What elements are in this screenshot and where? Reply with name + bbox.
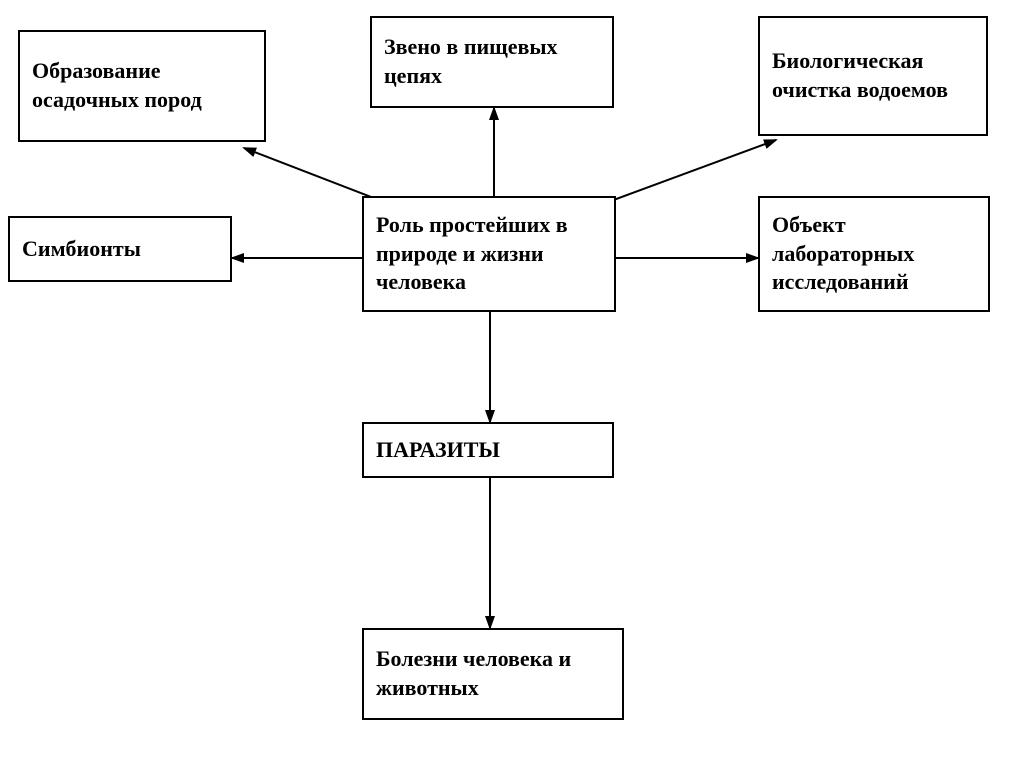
- edge-center-purify: [600, 140, 776, 205]
- node-sediments: Образование осадочных пород: [18, 30, 266, 142]
- node-parasites: ПАРАЗИТЫ: [362, 422, 614, 478]
- node-diseases: Болезни человека и животных: [362, 628, 624, 720]
- node-symbionts: Симбионты: [8, 216, 232, 282]
- node-center: Роль простейших в природе и жизни челове…: [362, 196, 616, 312]
- node-purify: Биологическая очистка водоемов: [758, 16, 988, 136]
- node-research: Объект лабораторных исследований: [758, 196, 990, 312]
- node-foodchain: Звено в пищевых цепях: [370, 16, 614, 108]
